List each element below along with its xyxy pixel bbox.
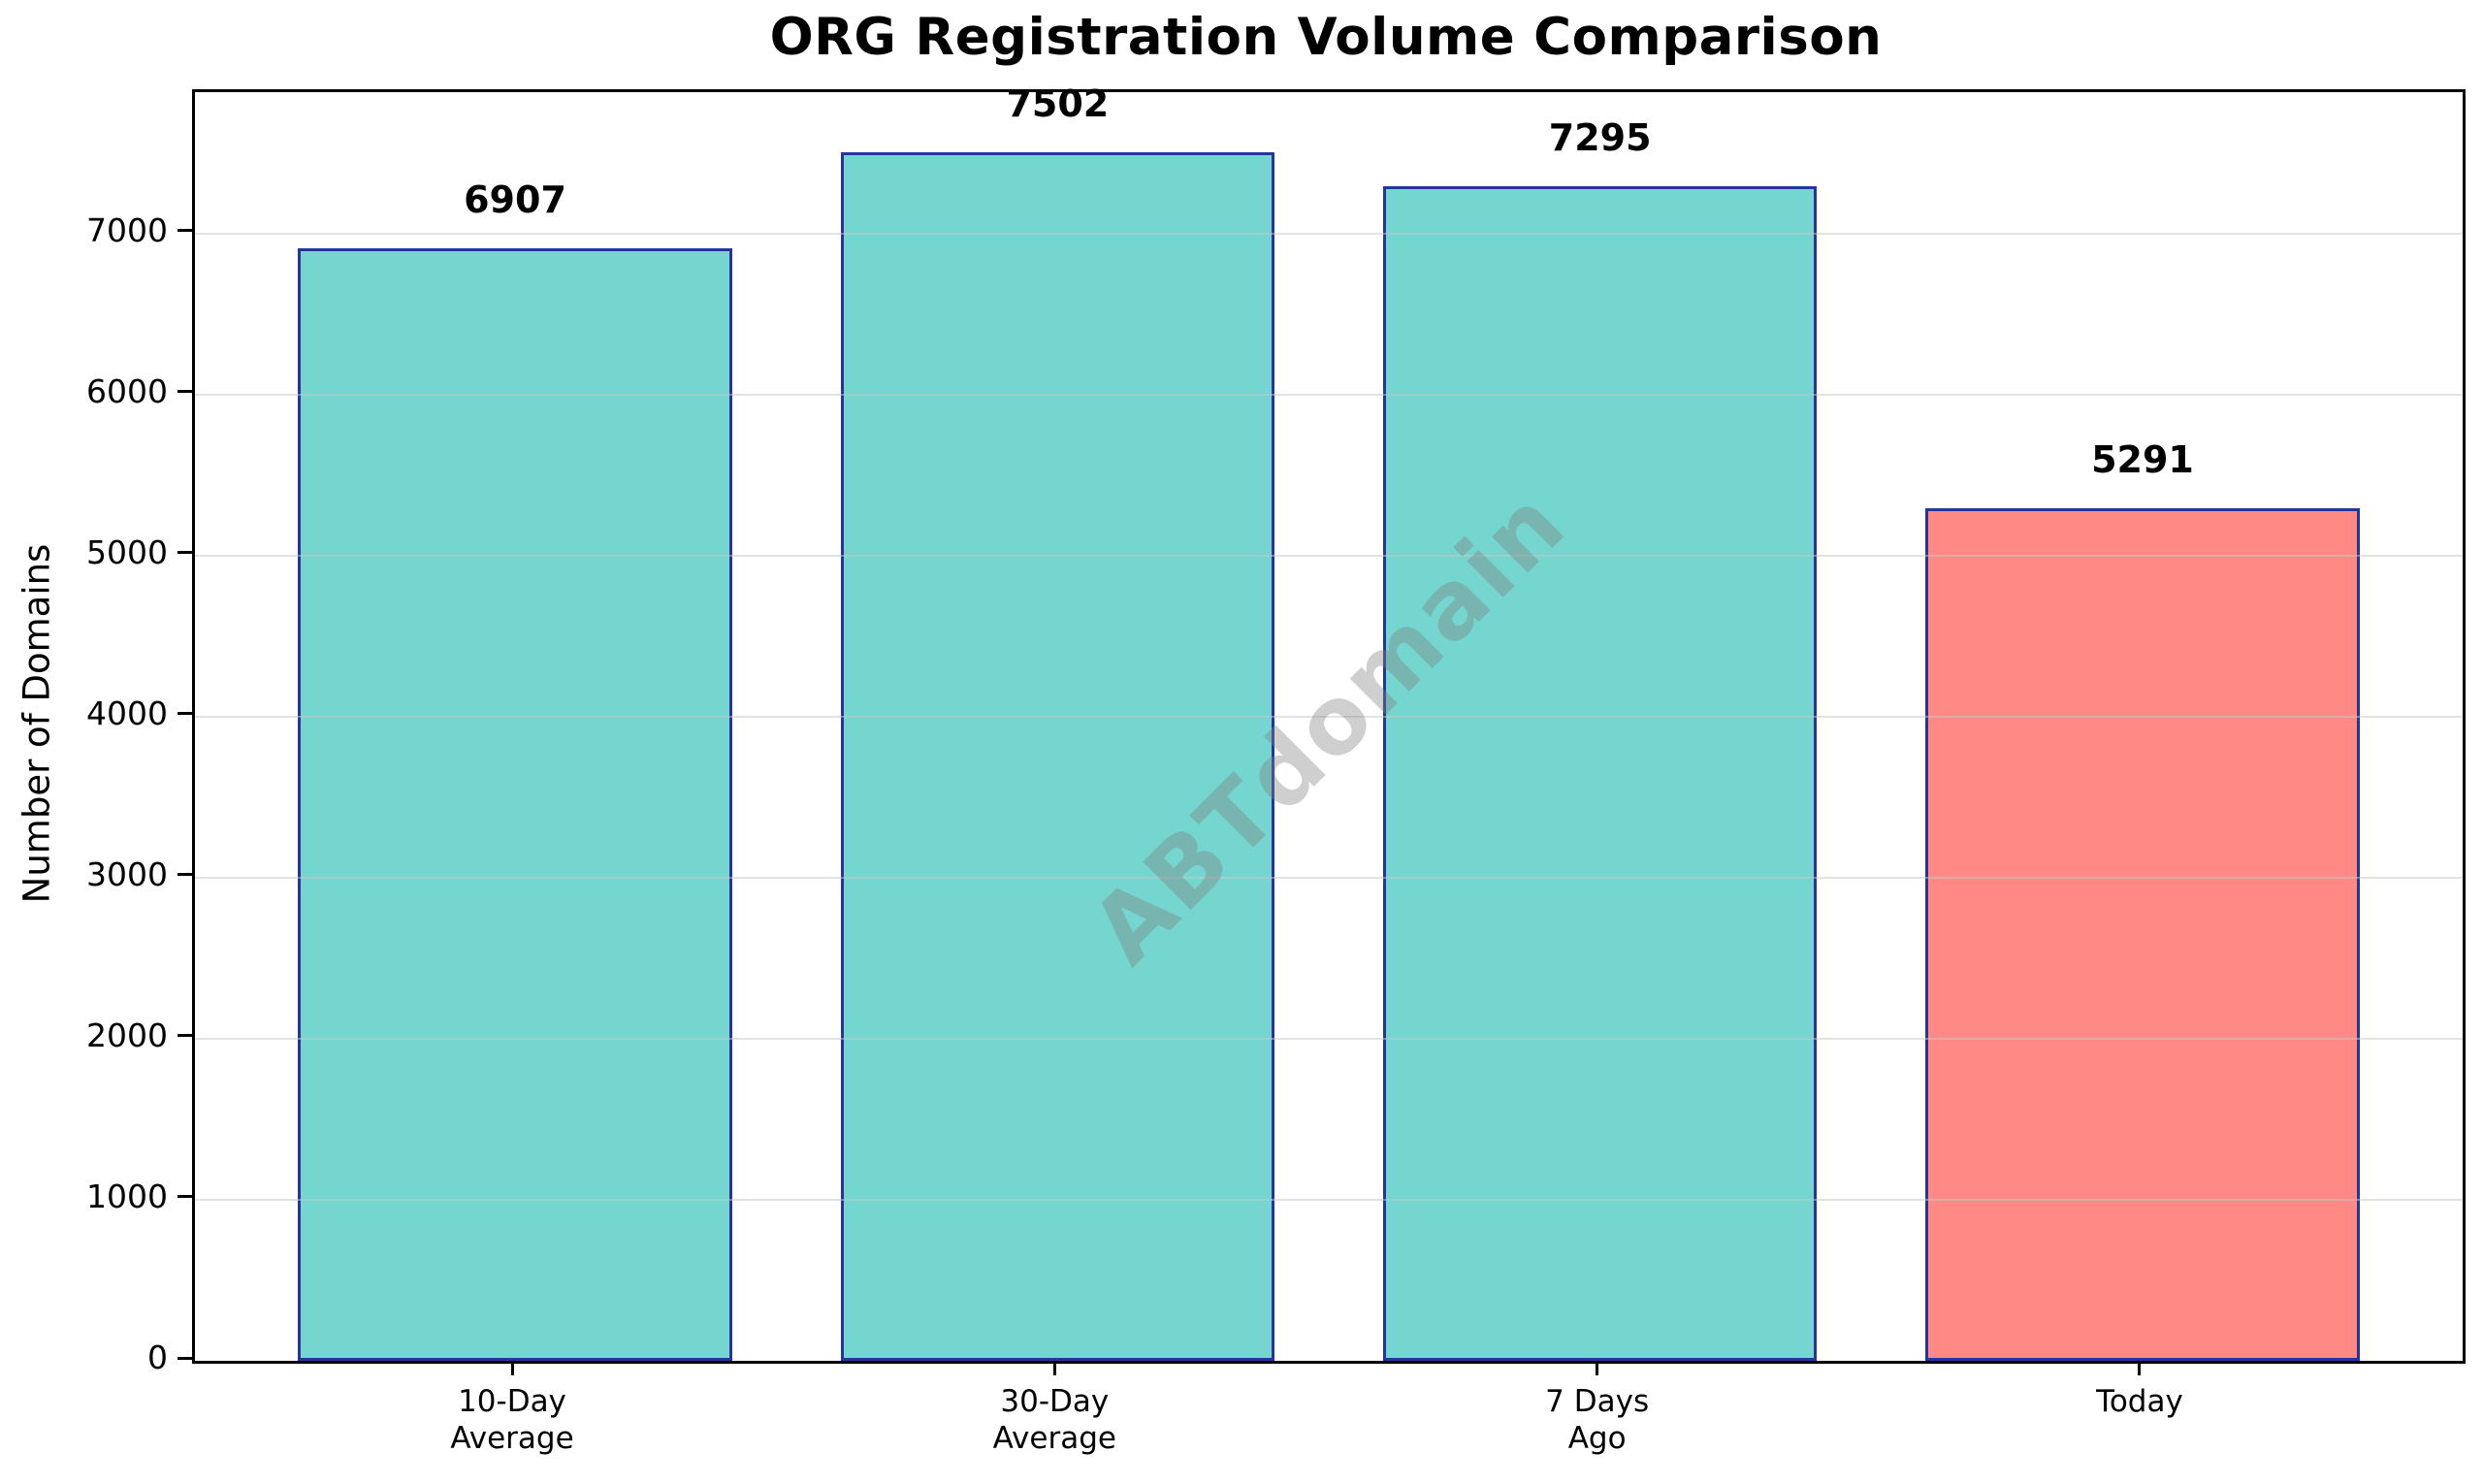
x-tick-mark: [1052, 1361, 1056, 1375]
x-tick-label: 7 Days Ago: [1545, 1384, 1650, 1456]
y-tick-label: 5000: [86, 532, 168, 571]
y-tick-mark: [177, 873, 192, 877]
bar-0: [298, 248, 732, 1361]
gridline: [195, 393, 2463, 396]
x-tick-label: 10-Day Average: [450, 1384, 574, 1456]
y-tick-label: 7000: [86, 210, 168, 249]
y-tick-label: 2000: [86, 1016, 168, 1054]
bar-1: [840, 152, 1275, 1361]
y-tick-mark: [177, 551, 192, 555]
gridline: [195, 876, 2463, 879]
y-tick-label: 6000: [86, 371, 168, 410]
y-tick-mark: [177, 1195, 192, 1199]
y-tick-label: 4000: [86, 694, 168, 732]
bar-3: [1925, 508, 2360, 1361]
plot-area: ABTdomain 6907 7502 7295 5291: [192, 82, 2466, 1364]
y-tick-mark: [177, 1034, 192, 1038]
x-tick-label: Today: [2096, 1384, 2183, 1419]
bar-value-label: 6907: [464, 178, 566, 222]
y-tick-mark: [177, 229, 192, 233]
gridline: [195, 715, 2463, 718]
bar-2: [1382, 185, 1818, 1361]
x-tick-label: 30-Day Average: [992, 1384, 1116, 1456]
gridline: [195, 1037, 2463, 1040]
gridline: [195, 232, 2463, 235]
y-tick-mark: [177, 712, 192, 716]
y-tick-mark: [177, 1356, 192, 1360]
x-tick-mark: [510, 1361, 514, 1375]
bar-value-label: 7502: [1006, 82, 1110, 126]
gridline: [195, 554, 2463, 557]
y-tick-label: 1000: [86, 1177, 168, 1215]
gridline: [195, 1198, 2463, 1201]
x-tick-mark: [1596, 1361, 1599, 1375]
y-tick-mark: [177, 390, 192, 394]
bar-value-label: 5291: [2091, 438, 2194, 482]
bar-value-label: 7295: [1548, 115, 1652, 159]
chart-title: ORG Registration Volume Comparison: [769, 8, 1883, 67]
y-tick-label: 0: [147, 1339, 168, 1376]
y-tick-label: 3000: [86, 855, 168, 893]
x-tick-mark: [2138, 1361, 2142, 1375]
